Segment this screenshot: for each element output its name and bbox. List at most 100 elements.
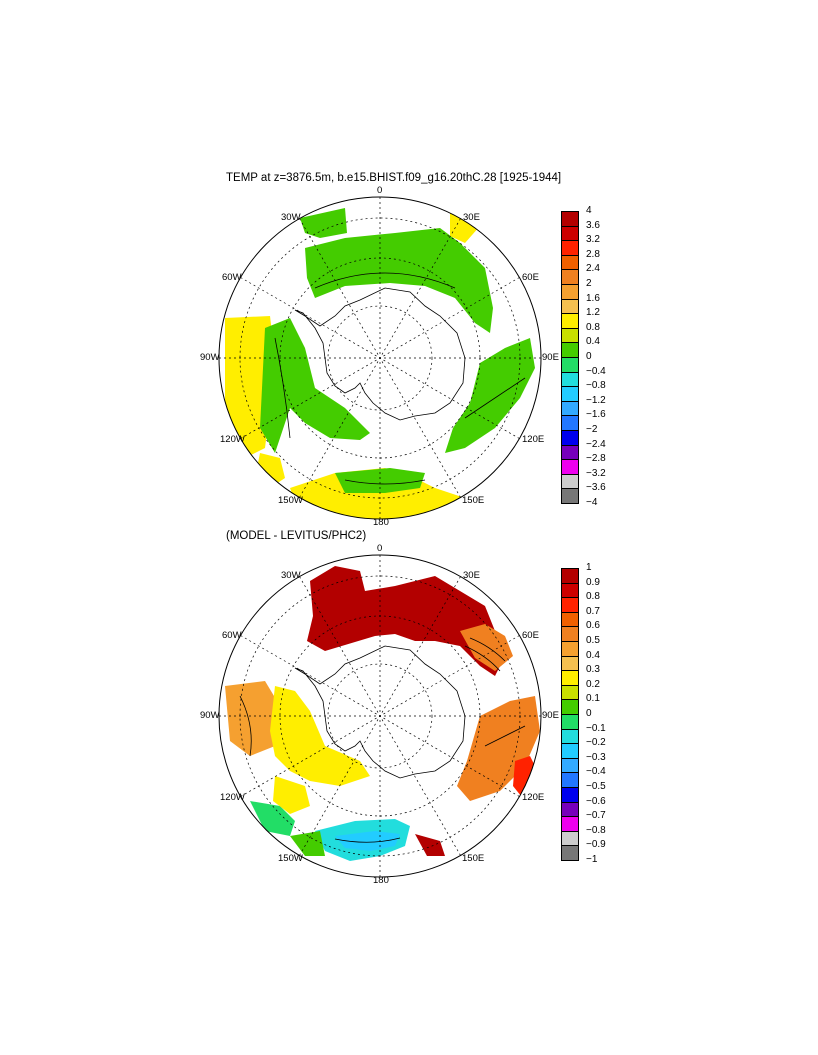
colorbar-swatch (561, 488, 579, 504)
colorbar-swatch (561, 801, 579, 818)
lon-label-150e: 150E (462, 853, 485, 864)
colorbar-tick-label: −0.4 (586, 365, 606, 377)
field-green-sw (250, 801, 295, 836)
colorbar-tick-label: 3.2 (586, 234, 600, 246)
panel1-title: TEMP at z=3876.5m, b.e15.BHIST.f09_g16.2… (226, 172, 562, 184)
colorbar-swatch (561, 342, 579, 358)
colorbar-tick-label: −2.4 (586, 438, 606, 450)
lon-label-90e: 90E (542, 710, 559, 721)
colorbar-swatch (561, 743, 579, 759)
colorbar-swatch (561, 670, 579, 686)
colorbar-tick-label: −0.9 (586, 839, 606, 851)
lon-label-120w: 120W (220, 792, 245, 803)
lon-label-90w: 90W (200, 352, 220, 363)
lon-label-180: 180 (373, 517, 389, 528)
field-yellow-west (270, 686, 370, 786)
field-yellow-sw2 (273, 776, 310, 814)
colorbar-swatch (561, 298, 579, 315)
colorbar-swatch (561, 371, 579, 388)
contour-line (334, 837, 401, 843)
field-red-south-tip (415, 834, 445, 856)
colorbar-tick-label: −2 (586, 424, 598, 435)
colorbar-tick-label: −0.3 (586, 751, 606, 763)
lon-label-60w: 60W (222, 272, 242, 283)
colorbar-swatch (561, 225, 579, 242)
colorbar-swatch (561, 684, 579, 701)
colorbar-tick-label: −0.1 (586, 722, 606, 734)
lon-label-90w: 90W (200, 710, 220, 721)
panel1-map-svg (218, 196, 542, 520)
lon-label-120e: 120E (522, 792, 545, 803)
colorbar-tick-label: −4 (586, 497, 598, 508)
field-yellow-sw (257, 453, 285, 488)
colorbar-swatch (561, 357, 579, 373)
colorbar-tick-label: −0.8 (586, 380, 606, 392)
colorbar-tick-label: 3.6 (586, 219, 600, 231)
colorbar-tick-label: −1.2 (586, 394, 606, 406)
field-blue-south (335, 831, 400, 851)
colorbar-swatch (561, 415, 579, 431)
contour-line (344, 479, 426, 485)
panel1-colorbar: 4 3.6 3.2 2.8 2.4 2 1.6 1.2 0.8 0.4 0 −0.4 −0.8 −1.2 −… (561, 206, 621, 511)
colorbar-tick-label: 0.9 (586, 576, 600, 588)
colorbar-swatch (561, 728, 579, 745)
colorbar-swatch (561, 787, 579, 803)
field-orange-west (225, 681, 280, 756)
colorbar-tick-label: 0.6 (586, 620, 600, 632)
colorbar-tick-label: 1.6 (586, 292, 600, 304)
colorbar-tick-label: 0.4 (586, 649, 600, 661)
colorbar-tick-label: 1 (586, 562, 592, 573)
colorbar-tick-label: −0.2 (586, 737, 606, 749)
colorbar-swatch (561, 400, 579, 417)
colorbar-swatch (561, 313, 579, 329)
colorbar-swatch (561, 772, 579, 788)
contour-line (314, 272, 456, 289)
colorbar-tick-label: 0.1 (586, 693, 600, 705)
lon-label-150e: 150E (462, 495, 485, 506)
colorbar-tick-label: 0.3 (586, 664, 600, 676)
lon-label-150w: 150W (278, 853, 303, 864)
lon-label-150w: 150W (278, 495, 303, 506)
lon-label-30w: 30W (281, 570, 301, 581)
colorbar-swatch (561, 211, 579, 227)
colorbar-swatch (561, 714, 579, 730)
colorbar-tick-label: −2.8 (586, 453, 606, 465)
colorbar-tick-label: 0.7 (586, 605, 600, 617)
lon-label-60e: 60E (522, 630, 539, 641)
colorbar-tick-label: 2 (586, 278, 592, 289)
colorbar-tick-label: −0.8 (586, 824, 606, 836)
colorbar-tick-label: 4 (586, 205, 592, 216)
colorbar-tick-label: −0.5 (586, 781, 606, 792)
colorbar-swatch (561, 757, 579, 774)
lon-label-0: 0 (377, 185, 383, 196)
panel2-map-svg (218, 554, 542, 878)
field-red-north (307, 566, 505, 676)
colorbar-swatch (561, 845, 579, 861)
field-green-s2 (290, 831, 325, 856)
lon-label-30e: 30E (463, 212, 480, 223)
colorbar-swatch (561, 626, 579, 642)
contour-line (469, 637, 506, 662)
colorbar-tick-label: 0.2 (586, 678, 600, 690)
colorbar-swatch (561, 699, 579, 715)
contour-line (274, 337, 291, 439)
field-green-nw (300, 208, 347, 238)
colorbar-tick-label: −0.7 (586, 810, 606, 822)
lon-label-60w: 60W (222, 630, 242, 641)
colorbar-tick-label: 2.4 (586, 263, 600, 275)
colorbar-tick-label: −3.6 (586, 482, 606, 494)
lon-label-120w: 120W (220, 434, 245, 445)
colorbar-tick-label: 0 (586, 351, 592, 362)
colorbar-tick-label: −3.2 (586, 467, 606, 479)
field-orange-ne (460, 624, 513, 671)
colorbar-tick-label: −0.4 (586, 766, 606, 778)
lon-label-0: 0 (377, 543, 383, 554)
field-green-west (260, 318, 370, 453)
field-orange-east (457, 696, 540, 801)
field-green-south (335, 468, 425, 493)
contour-line (239, 695, 252, 757)
lon-label-30w: 30W (281, 212, 301, 223)
lon-label-60e: 60E (522, 272, 539, 283)
colorbar-swatch (561, 284, 579, 300)
panel2-colorbar: 1 0.9 0.8 0.7 0.6 0.5 0.4 0.3 0.2 0.1 0 −0.1 −0.2 −0.… (561, 563, 621, 868)
